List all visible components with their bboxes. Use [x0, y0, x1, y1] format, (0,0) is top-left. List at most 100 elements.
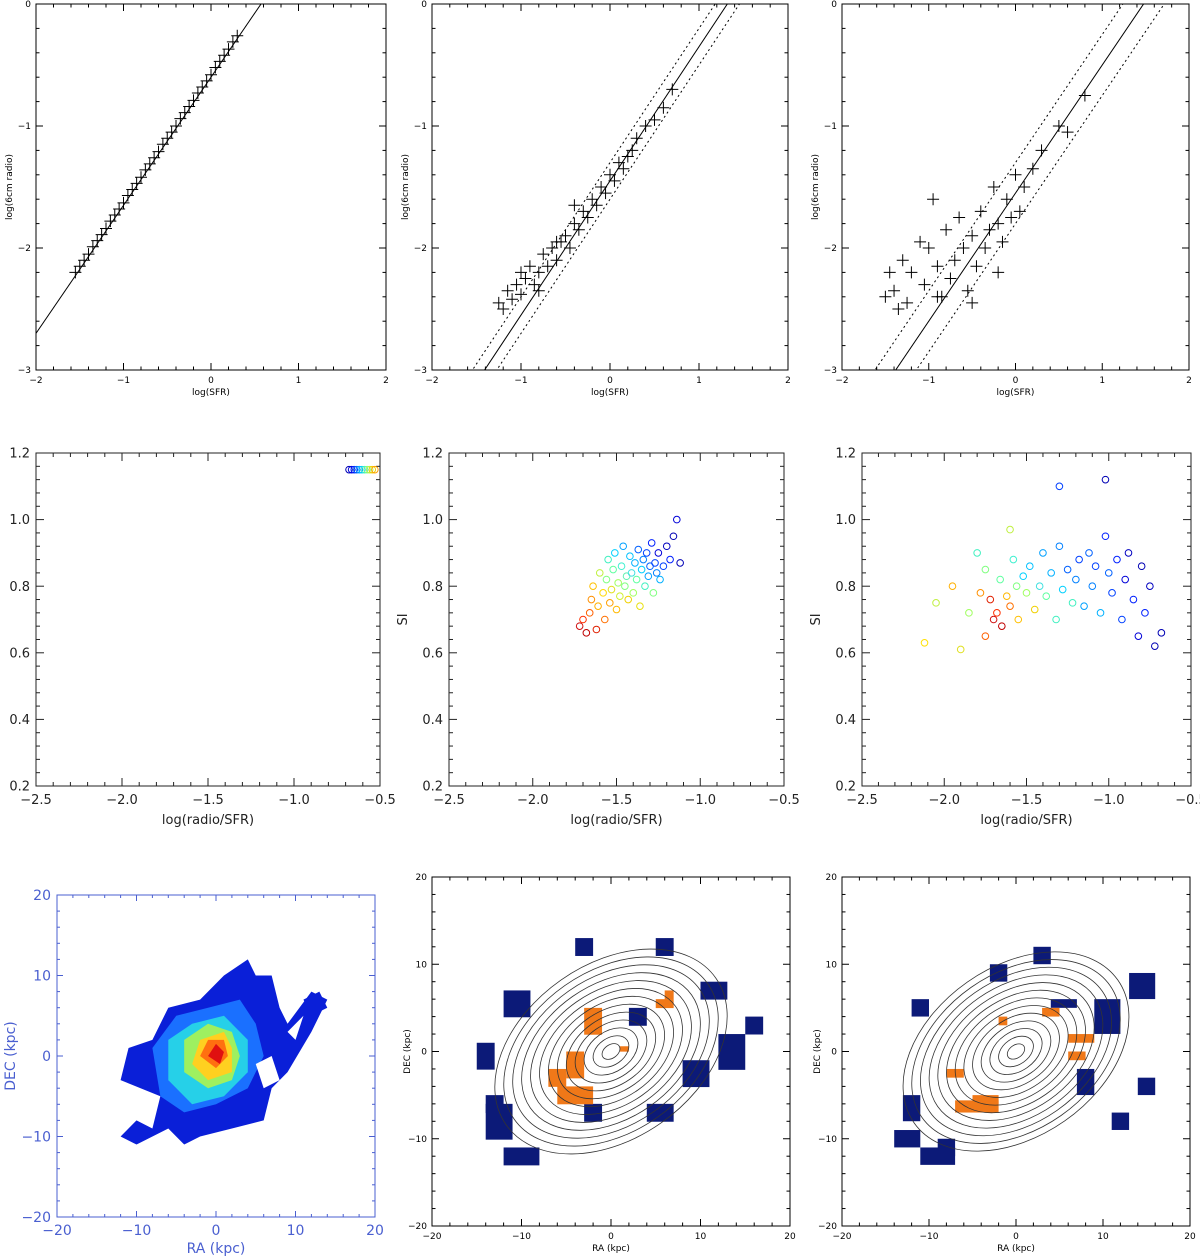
- data-point: [659, 562, 668, 571]
- data-point: [1005, 211, 1018, 224]
- data-point: [537, 248, 550, 261]
- contour-line: [954, 997, 1078, 1106]
- data-point: [974, 205, 987, 218]
- data-point: [126, 183, 139, 196]
- x-tick-label: −20: [42, 1223, 72, 1239]
- x-tick-label: 1: [1099, 376, 1105, 386]
- y-tick-label: 20: [416, 873, 428, 883]
- data-point: [200, 74, 213, 87]
- y-tick-label: 0.2: [422, 780, 443, 795]
- data-point: [656, 575, 664, 584]
- data-point: [604, 555, 612, 564]
- positive-region: [1068, 1034, 1095, 1043]
- data-point: [226, 35, 239, 48]
- data-point: [931, 290, 944, 303]
- data-point: [631, 559, 639, 567]
- data-point: [572, 223, 585, 236]
- x-tick-label: −10: [920, 1232, 939, 1242]
- x-tick-label: 0: [1013, 1232, 1019, 1242]
- data-point: [187, 94, 200, 107]
- contour-line: [920, 966, 1112, 1137]
- data-point: [948, 254, 961, 267]
- data-point: [981, 632, 990, 640]
- x-tick-label: 20: [1184, 1232, 1196, 1242]
- x-tick-label: −1.5: [601, 793, 633, 808]
- negative-region: [655, 938, 674, 956]
- x-tick-label: −2: [425, 376, 438, 386]
- data-point: [78, 254, 91, 267]
- x-tick-label: 1: [296, 376, 302, 386]
- data-point: [73, 260, 86, 273]
- data-point: [905, 266, 918, 279]
- y-tick-label: 1.0: [422, 513, 443, 528]
- contour-line: [530, 980, 692, 1123]
- data-point: [626, 552, 634, 561]
- data-point: [587, 595, 596, 604]
- data-point: [497, 303, 510, 315]
- data-point: [183, 100, 196, 113]
- data-point: [1085, 549, 1093, 557]
- y-axis-title: DEC (kpc): [3, 1021, 19, 1090]
- data-point: [606, 599, 614, 607]
- y-tick-label: −10: [408, 1135, 427, 1145]
- x-tick-label: −1: [922, 376, 935, 386]
- data-point: [1009, 555, 1018, 564]
- data-point: [896, 254, 909, 267]
- plot-frame: [35, 3, 387, 371]
- data-point: [130, 177, 143, 190]
- data-point: [614, 579, 622, 587]
- data-point: [630, 132, 643, 145]
- data-point: [213, 55, 226, 68]
- data-point: [360, 465, 369, 474]
- data-point: [355, 465, 364, 474]
- y-tick-label: 0.2: [9, 780, 30, 795]
- y-tick-label: −2: [824, 244, 837, 254]
- data-point: [532, 284, 545, 297]
- data-point: [970, 260, 983, 273]
- data-point: [611, 549, 619, 557]
- data-point: [1026, 162, 1039, 175]
- data-point: [649, 589, 658, 597]
- data-point: [918, 278, 931, 291]
- data-point: [95, 228, 108, 241]
- panel-c1: −20 −10 0 10 20 −20 −10 0 10 20 RA (kpc) DEC (kpc): [3, 888, 384, 1257]
- data-point: [992, 217, 1005, 230]
- data-point: [575, 622, 584, 630]
- x-tick-label: −2.5: [846, 793, 878, 808]
- y-axis-title: SI: [396, 613, 411, 625]
- data-point: [1146, 582, 1154, 591]
- y-tick-label: −3: [824, 366, 837, 376]
- data-point: [586, 193, 599, 206]
- data-point: [632, 575, 641, 584]
- y-tick-label: −20: [408, 1222, 427, 1232]
- negative-region: [937, 1138, 956, 1157]
- data-point: [589, 582, 597, 591]
- data-point: [1124, 549, 1133, 557]
- x-axis-title: RA (kpc): [997, 1244, 1035, 1254]
- data-point: [595, 569, 604, 577]
- positive-region: [1042, 1007, 1060, 1017]
- data-point: [1101, 475, 1110, 484]
- data-point: [1052, 615, 1060, 624]
- y-tick-label: 1.0: [9, 513, 30, 528]
- data-point: [222, 43, 235, 56]
- x-tick-label: −1.0: [278, 793, 310, 808]
- x-axis-title: RA (kpc): [592, 1244, 630, 1254]
- x-tick-label: −1.0: [1093, 793, 1125, 808]
- contour-line: [592, 1035, 630, 1068]
- contour-line: [583, 1027, 639, 1076]
- data-point: [1108, 589, 1116, 597]
- data-point: [363, 465, 371, 474]
- data-point: [156, 138, 169, 151]
- x-axis-title: log(radio/SFR): [162, 813, 254, 828]
- x-tick-label: −1: [514, 376, 527, 386]
- plot-frame: [431, 3, 789, 371]
- data-point: [669, 532, 678, 541]
- data-point: [944, 272, 957, 285]
- panel-c2: −20 −10 0 10 20 −20 −10 0 10 20 RA (kpc) DEC (kpc): [403, 873, 796, 1254]
- map-hole: [255, 1056, 280, 1089]
- y-tick-label: 1.2: [422, 447, 443, 462]
- data-point: [1014, 615, 1023, 624]
- data-point: [1096, 609, 1105, 617]
